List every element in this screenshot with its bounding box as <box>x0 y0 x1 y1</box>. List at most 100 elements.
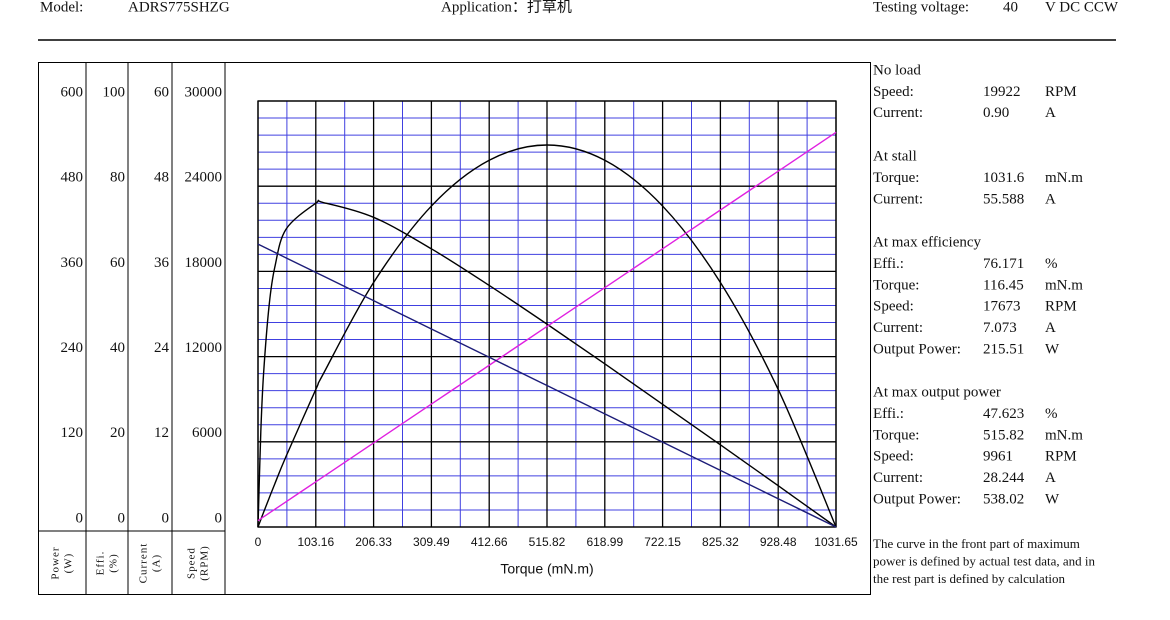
info-unit: W <box>1045 491 1060 507</box>
y-tick-label: 240 <box>61 340 84 356</box>
curve <box>257 243 837 528</box>
info-unit: RPM <box>1045 299 1077 315</box>
y-axis-title: Power <box>50 546 62 579</box>
y-tick-label: 48 <box>154 170 169 186</box>
y-axis-title: (%) <box>108 553 120 573</box>
info-label: Current: <box>873 320 923 336</box>
x-tick-label: 309.49 <box>413 535 450 549</box>
info-label: Current: <box>873 470 923 486</box>
y-tick-label: 80 <box>110 170 125 186</box>
y-tick-label: 12000 <box>185 340 223 356</box>
model-label: Model: <box>40 0 83 15</box>
y-tick-label: 6000 <box>192 425 222 441</box>
info-label: Effi.: <box>873 406 904 422</box>
voltage: 40 <box>1003 0 1018 15</box>
x-tick-label: 825.32 <box>702 535 739 549</box>
info-heading: At max output power <box>873 385 1001 401</box>
info-value: 215.51 <box>983 341 1024 357</box>
info-unit: % <box>1045 256 1058 272</box>
info-unit: mN.m <box>1045 277 1083 293</box>
y-tick-label: 12 <box>154 425 169 441</box>
y-axis-title: (W) <box>63 553 75 574</box>
y-tick-label: 100 <box>103 84 126 100</box>
y-tick-label: 0 <box>215 510 223 526</box>
info-unit: A <box>1045 105 1056 121</box>
info-heading: At max efficiency <box>873 235 982 251</box>
info-label: Speed: <box>873 449 914 465</box>
y-tick-label: 20 <box>110 425 125 441</box>
info-value: 47.623 <box>983 406 1024 422</box>
y-tick-label: 360 <box>61 255 84 271</box>
info-value: 7.073 <box>983 320 1017 336</box>
info-label: Speed: <box>873 299 914 315</box>
y-tick-label: 18000 <box>185 255 223 271</box>
curve <box>257 199 837 528</box>
y-tick-label: 24000 <box>185 170 223 186</box>
info-heading: No load <box>873 62 921 78</box>
info-label: Output Power: <box>873 491 961 507</box>
y-tick-label: 36 <box>154 255 170 271</box>
info-unit: RPM <box>1045 84 1077 100</box>
curve <box>257 131 837 522</box>
info-value: 538.02 <box>983 491 1024 507</box>
y-axis-title: Current <box>138 543 150 584</box>
y-tick-label: 24 <box>154 340 170 356</box>
info-label: Output Power: <box>873 341 961 357</box>
x-tick-label: 515.82 <box>529 535 566 549</box>
x-tick-label: 618.99 <box>586 535 623 549</box>
info-unit: RPM <box>1045 449 1077 465</box>
x-tick-label: 103.16 <box>297 535 334 549</box>
note: the rest part is defined by calculation <box>873 571 1066 586</box>
info-unit: mN.m <box>1045 170 1083 186</box>
curve <box>257 144 837 528</box>
info-unit: mN.m <box>1045 427 1083 443</box>
info-label: Torque: <box>873 170 919 186</box>
x-tick-label: 1031.65 <box>814 535 858 549</box>
x-tick-label: 206.33 <box>355 535 392 549</box>
y-tick-label: 60 <box>154 84 169 100</box>
info-value: 1031.6 <box>983 170 1025 186</box>
y-tick-label: 0 <box>162 510 170 526</box>
y-tick-label: 0 <box>76 510 84 526</box>
y-tick-label: 40 <box>110 340 125 356</box>
info-value: 0.90 <box>983 105 1009 121</box>
info-unit: % <box>1045 406 1058 422</box>
y-axis-title: (RPM) <box>199 545 211 581</box>
y-tick-label: 0 <box>118 510 126 526</box>
plot-frame <box>257 100 837 528</box>
info-value: 28.244 <box>983 470 1025 486</box>
info-label: Current: <box>873 191 923 207</box>
note: The curve in the front part of maximum <box>873 536 1080 551</box>
info-value: 76.171 <box>983 256 1024 272</box>
info-label: Torque: <box>873 427 919 443</box>
model: ADRS775SHZG <box>128 0 230 15</box>
x-tick-label: 928.48 <box>760 535 797 549</box>
y-tick-label: 60 <box>110 255 125 271</box>
y-tick-label: 480 <box>61 170 84 186</box>
info-value: 55.588 <box>983 191 1024 207</box>
y-tick-label: 30000 <box>185 84 223 100</box>
info-label: Effi.: <box>873 256 904 272</box>
info-unit: A <box>1045 191 1056 207</box>
application: Application：打草机 <box>441 0 572 15</box>
info-value: 116.45 <box>983 277 1024 293</box>
info-value: 9961 <box>983 449 1013 465</box>
y-tick-label: 120 <box>61 425 84 441</box>
x-axis-title: Torque (mN.m) <box>500 561 593 577</box>
info-value: 515.82 <box>983 427 1024 443</box>
y-axis-title: (A) <box>151 554 163 572</box>
info-label: Speed: <box>873 84 914 100</box>
info-value: 19922 <box>983 84 1021 100</box>
frame <box>38 62 871 595</box>
info-label: Current: <box>873 105 923 121</box>
y-axis-title: Effi. <box>95 551 107 576</box>
y-tick-label: 600 <box>61 84 84 100</box>
x-tick-label: 412.66 <box>471 535 508 549</box>
x-tick-label: 722.15 <box>644 535 681 549</box>
voltage-unit: V DC CCW <box>1045 0 1119 15</box>
info-label: Torque: <box>873 277 919 293</box>
info-value: 17673 <box>983 299 1021 315</box>
info-unit: W <box>1045 341 1060 357</box>
info-unit: A <box>1045 470 1056 486</box>
